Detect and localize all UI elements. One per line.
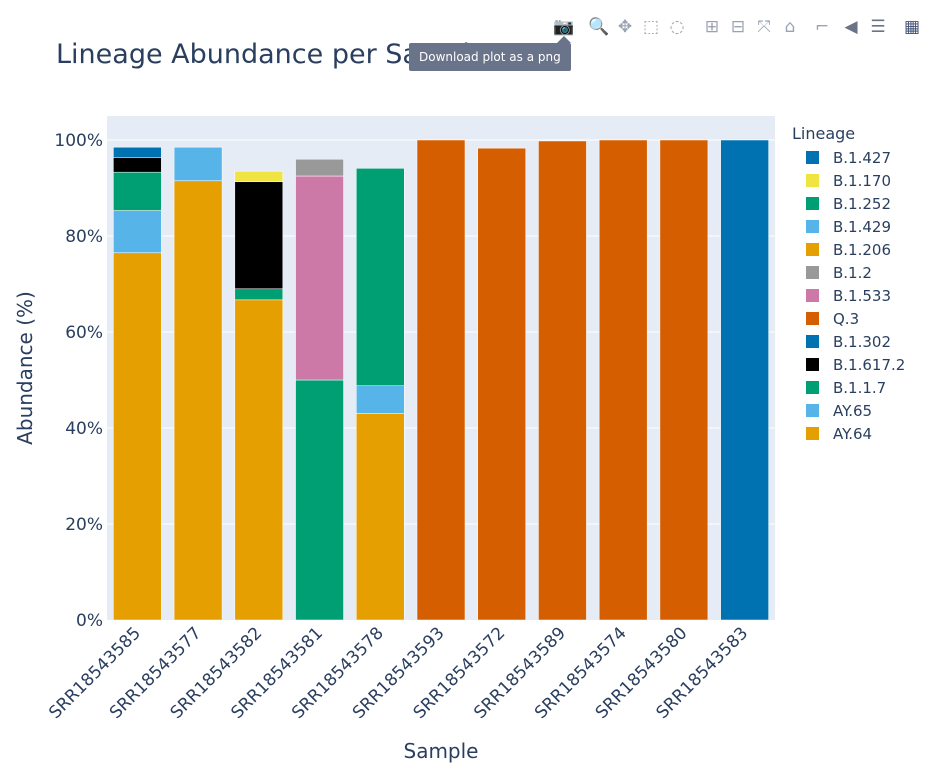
box-select-icon[interactable]: ⬚	[643, 17, 659, 37]
bar-segment-b-1-1-7[interactable]	[234, 288, 284, 301]
bar-segment-b-1-1-7[interactable]	[113, 171, 162, 211]
legend-swatch[interactable]	[806, 358, 819, 371]
camera-icon[interactable]: 📷	[553, 17, 574, 37]
y-tick-label: 80%	[65, 227, 103, 247]
legend-item-label[interactable]: B.1.170	[833, 172, 891, 190]
bar-segment-b-1-2[interactable]	[295, 158, 344, 177]
y-tick-label: 60%	[65, 323, 103, 343]
y-tick-label: 20%	[65, 515, 103, 535]
legend-swatch[interactable]	[806, 335, 819, 348]
y-tick-label: 0%	[76, 611, 103, 631]
zoom-out-icon[interactable]: ⊟	[731, 17, 745, 37]
bar-segment-q-3[interactable]	[416, 139, 466, 621]
legend-item-label[interactable]: B.1.429	[833, 218, 891, 236]
legend-item-label[interactable]: AY.65	[833, 402, 872, 420]
tooltip-arrow	[557, 36, 571, 43]
bar-segment-ay-64[interactable]	[356, 413, 405, 621]
lasso-select-icon[interactable]: ◌	[670, 17, 685, 37]
bar-segment-ay-64[interactable]	[234, 299, 284, 621]
bar-segment-b-1-617-2[interactable]	[234, 181, 284, 290]
legend-swatch[interactable]	[806, 427, 819, 440]
plotly-logo-icon[interactable]: ▦	[904, 17, 920, 37]
reset-axes-icon[interactable]: ⌂	[785, 17, 796, 37]
autoscale-icon[interactable]: ⤧	[757, 17, 771, 37]
legend-item-label[interactable]: B.1.533	[833, 287, 891, 305]
bar-segment-q-3[interactable]	[598, 139, 648, 621]
bar-segment-b-1-170[interactable]	[234, 170, 284, 183]
spike-lines-icon[interactable]: ⌐	[815, 17, 829, 37]
legend-item-label[interactable]: B.1.206	[833, 241, 891, 259]
y-axis-title: Abundance (%)	[13, 291, 37, 445]
bar-segment-b-1-1-7[interactable]	[356, 168, 405, 387]
legend-item-label[interactable]: B.1.2	[833, 264, 872, 282]
bar-segment-q-3[interactable]	[659, 139, 709, 621]
bar-segment-q-3[interactable]	[538, 140, 587, 621]
legend-swatch[interactable]	[806, 174, 819, 187]
hover-compare-icon[interactable]: ☰	[870, 17, 885, 37]
legend-swatch[interactable]	[806, 404, 819, 417]
legend-swatch[interactable]	[806, 381, 819, 394]
bar-segment-q-3[interactable]	[477, 147, 526, 621]
bar-segment-ay-65[interactable]	[356, 385, 405, 414]
legend-swatch[interactable]	[806, 266, 819, 279]
bar-segment-b-1-1-7[interactable]	[295, 379, 344, 621]
legend-swatch[interactable]	[806, 289, 819, 302]
legend-swatch[interactable]	[806, 151, 819, 164]
zoom-in-icon[interactable]: ⊞	[705, 17, 719, 37]
zoom-icon[interactable]: 🔍	[588, 15, 609, 37]
legend-item-label[interactable]: Q.3	[833, 310, 859, 328]
hover-closest-icon[interactable]: ◀	[844, 17, 858, 37]
bar-segment-ay-65[interactable]	[173, 146, 223, 182]
y-tick-label: 40%	[65, 419, 103, 439]
download-tooltip: Download plot as a png	[409, 43, 571, 71]
legend-title: Lineage	[792, 124, 855, 143]
pan-icon[interactable]: ✥	[618, 17, 632, 37]
legend-item-label[interactable]: AY.64	[833, 425, 872, 443]
legend-item-label[interactable]: B.1.302	[833, 333, 891, 351]
x-axis-title: Sample	[404, 739, 479, 763]
legend-swatch[interactable]	[806, 312, 819, 325]
bar-segment-b-1-533[interactable]	[295, 175, 344, 381]
bar-segment-b-1-302[interactable]	[720, 139, 769, 621]
legend-item-label[interactable]: B.1.617.2	[833, 356, 905, 374]
bar-segment-b-1-302[interactable]	[113, 146, 162, 159]
bar-segment-b-1-617-2[interactable]	[113, 157, 162, 173]
bar-segment-ay-64[interactable]	[173, 180, 223, 621]
y-tick-label: 100%	[54, 131, 103, 151]
legend-item-label[interactable]: B.1.427	[833, 149, 891, 167]
legend-item-label[interactable]: B.1.1.7	[833, 379, 886, 397]
bar-segment-ay-65[interactable]	[113, 210, 162, 254]
legend-swatch[interactable]	[806, 243, 819, 256]
legend-swatch[interactable]	[806, 220, 819, 233]
legend-item-label[interactable]: B.1.252	[833, 195, 891, 213]
legend-swatch[interactable]	[806, 197, 819, 210]
bar-segment-ay-64[interactable]	[113, 252, 162, 621]
